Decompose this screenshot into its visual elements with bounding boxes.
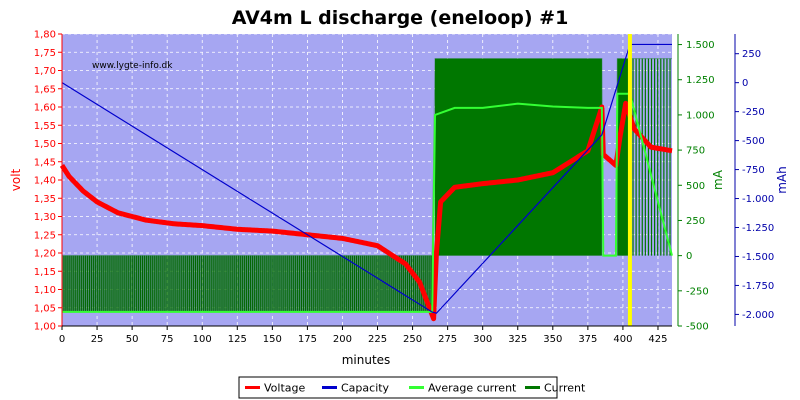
mA-tick-label: -250 (686, 286, 709, 297)
volt-tick-label: 1,20 (34, 249, 56, 260)
volt-tick-label: 1,25 (34, 230, 56, 241)
legend-label: Current (544, 382, 586, 395)
volt-tick-label: 1,75 (34, 48, 56, 59)
legend-box (238, 376, 558, 399)
mA-tick-label: 0 (686, 251, 692, 262)
axes: 0 25 50 75 100 125 150 175 200 225 250 275 300 325 350… (9, 30, 789, 346)
mA-tick-label: 250 (686, 216, 705, 227)
highlight-marker (627, 34, 632, 326)
mA-tick-label: -500 (686, 322, 709, 333)
volt-tick-label: 1,35 (34, 194, 56, 205)
volt-tick-label: 1,45 (34, 157, 56, 168)
x-axis-title: minutes (342, 353, 391, 367)
x-tick-label: 200 (333, 334, 352, 345)
volt-axis-title: volt (9, 168, 23, 191)
x-tick-label: 0 (59, 334, 65, 345)
legend-label: Average current (428, 382, 517, 395)
x-tick-label: 375 (578, 334, 597, 345)
x-tick-label: 250 (403, 334, 422, 345)
x-tick-label: 100 (193, 334, 212, 345)
mA-axis-title: mA (711, 169, 725, 190)
mAh-tick-label: -500 (742, 136, 765, 147)
x-tick-label: 400 (613, 334, 632, 345)
current-discharge-band (62, 255, 433, 312)
mA-tick-label: 1.500 (686, 40, 715, 51)
x-tick-label: 75 (161, 334, 174, 345)
mAh-tick-label: -250 (742, 107, 765, 118)
volt-tick-label: 1,70 (34, 66, 56, 77)
volt-tick-label: 1,50 (34, 139, 56, 150)
mA-tick-label: 500 (686, 181, 705, 192)
mA-tick-label: 750 (686, 146, 705, 157)
volt-tick-label: 1,80 (34, 30, 56, 41)
x-tick-label: 50 (126, 334, 139, 345)
chart-title: AV4m L discharge (eneloop) #1 (232, 7, 569, 29)
x-tick-label: 125 (228, 334, 247, 345)
x-tick-label: 25 (91, 334, 104, 345)
mA-tick-label: 1.000 (686, 110, 715, 121)
x-tick-label: 300 (473, 334, 492, 345)
mAh-tick-label: -1.000 (742, 194, 774, 205)
legend-label: Capacity (341, 382, 390, 395)
series-layer (59, 34, 674, 326)
volt-tick-label: 1,40 (34, 176, 56, 187)
x-tick-label: 150 (263, 334, 282, 345)
mAh-tick-label: -1.750 (742, 281, 774, 292)
volt-tick-label: 1,55 (34, 121, 56, 132)
volt-tick-label: 1,00 (34, 322, 56, 333)
x-tick-label: 225 (368, 334, 387, 345)
voltage-line (61, 103, 673, 320)
x-tick-label: 175 (298, 334, 317, 345)
x-tick-label: 350 (543, 334, 562, 345)
mAh-tick-label: 0 (742, 78, 748, 89)
mAh-axis-title: mAh (775, 166, 789, 194)
x-tick-label: 425 (648, 334, 667, 345)
x-tick-label: 275 (438, 334, 457, 345)
watermark: www.lygte-info.dk (92, 61, 173, 71)
x-tick-label: 325 (508, 334, 527, 345)
mAh-tick-label: -750 (742, 165, 765, 176)
volt-tick-label: 1,30 (34, 212, 56, 223)
mAh-tick-label: -2.000 (742, 310, 774, 321)
capacity-line (61, 43, 672, 314)
legend: Voltage Capacity Average current Current (238, 376, 586, 399)
volt-tick-label: 1,05 (34, 303, 56, 314)
mA-tick-label: 1.250 (686, 75, 715, 86)
mAh-tick-label: -1.500 (742, 252, 774, 263)
volt-tick-label: 1,60 (34, 103, 56, 114)
volt-tick-label: 1,10 (34, 285, 56, 296)
mAh-tick-label: -1.250 (742, 223, 774, 234)
mAh-tick-label: 250 (742, 49, 761, 60)
volt-tick-label: 1,65 (34, 84, 56, 95)
legend-label: Voltage (264, 382, 305, 395)
average-current-line (62, 92, 673, 313)
volt-tick-label: 1,15 (34, 267, 56, 278)
